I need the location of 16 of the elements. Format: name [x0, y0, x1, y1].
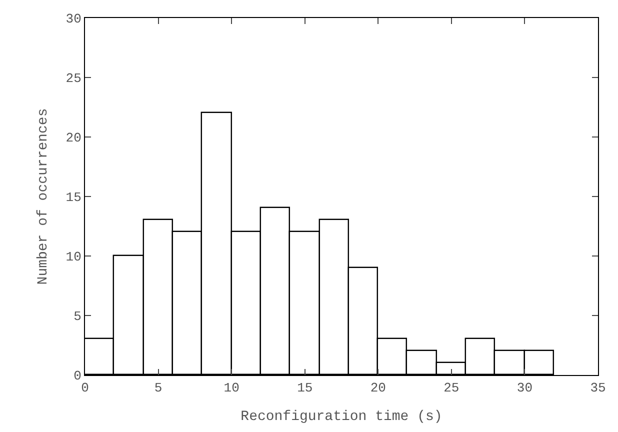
y-tick-label: 20	[66, 130, 82, 146]
y-tick-label: 0	[74, 368, 82, 384]
x-tick-label: 35	[590, 380, 606, 396]
y-tick-label: 15	[66, 190, 82, 206]
x-tick-label: 30	[516, 380, 533, 396]
y-axis-title: Number of occurrences	[35, 108, 52, 285]
x-tick-label: 15	[297, 380, 313, 396]
y-tick-label: 25	[66, 71, 82, 86]
y-tick-label: 10	[66, 250, 82, 265]
x-tick-label: 5	[154, 380, 162, 396]
x-tick-label: 20	[370, 380, 386, 396]
x-tick-label: 10	[224, 380, 240, 396]
y-tick-label: 5	[74, 309, 82, 324]
x-tick-label: 25	[444, 380, 460, 396]
x-axis-title: Reconfiguration time (s)	[240, 408, 442, 425]
y-tick-label: 30	[66, 12, 82, 27]
